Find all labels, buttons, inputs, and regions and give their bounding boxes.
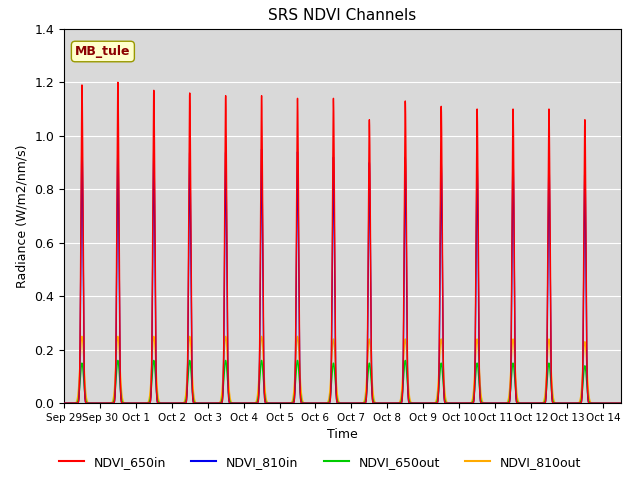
NDVI_650out: [191, 400, 199, 406]
NDVI_650out: [166, 400, 173, 406]
NDVI_810in: [348, 400, 356, 406]
NDVI_810out: [617, 400, 625, 406]
NDVI_810in: [191, 400, 199, 406]
Line: NDVI_810in: NDVI_810in: [64, 146, 621, 403]
NDVI_650out: [60, 400, 68, 406]
Line: NDVI_650in: NDVI_650in: [64, 82, 621, 403]
Y-axis label: Radiance (W/m2/nm/s): Radiance (W/m2/nm/s): [16, 144, 29, 288]
NDVI_650in: [191, 400, 199, 406]
NDVI_810in: [617, 400, 625, 406]
NDVI_650in: [166, 400, 174, 406]
NDVI_810in: [166, 400, 174, 406]
NDVI_810in: [166, 400, 173, 406]
NDVI_650in: [348, 400, 356, 406]
NDVI_810out: [408, 400, 416, 406]
NDVI_810in: [408, 400, 416, 406]
NDVI_650in: [408, 400, 416, 406]
NDVI_650out: [348, 400, 356, 406]
NDVI_650in: [114, 79, 122, 85]
NDVI_810out: [166, 400, 174, 406]
NDVI_810out: [348, 400, 356, 406]
NDVI_810in: [294, 244, 302, 250]
Text: MB_tule: MB_tule: [75, 45, 131, 58]
NDVI_650out: [114, 358, 122, 363]
X-axis label: Time: Time: [327, 429, 358, 442]
NDVI_650out: [166, 400, 174, 406]
Title: SRS NDVI Channels: SRS NDVI Channels: [268, 9, 417, 24]
NDVI_810out: [78, 334, 86, 339]
NDVI_810out: [166, 400, 173, 406]
NDVI_650out: [294, 365, 302, 371]
Legend: NDVI_650in, NDVI_810in, NDVI_650out, NDVI_810out: NDVI_650in, NDVI_810in, NDVI_650out, NDV…: [54, 451, 586, 474]
NDVI_810out: [60, 400, 68, 406]
NDVI_650in: [294, 211, 302, 216]
NDVI_650out: [408, 400, 416, 406]
NDVI_810in: [78, 144, 86, 149]
NDVI_810out: [294, 342, 302, 348]
NDVI_650in: [617, 400, 625, 406]
NDVI_650in: [166, 400, 173, 406]
NDVI_810in: [60, 400, 68, 406]
NDVI_650out: [617, 400, 625, 406]
Line: NDVI_650out: NDVI_650out: [64, 360, 621, 403]
NDVI_810out: [191, 399, 199, 405]
NDVI_650in: [60, 400, 68, 406]
Line: NDVI_810out: NDVI_810out: [64, 336, 621, 403]
